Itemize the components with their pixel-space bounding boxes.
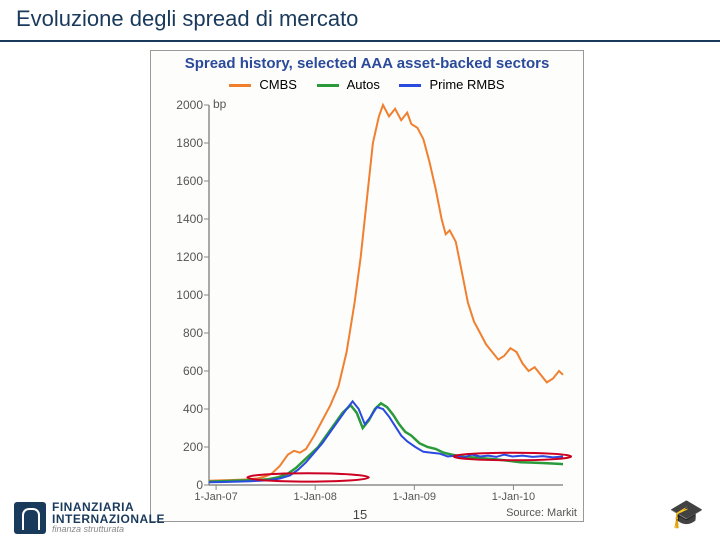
x-tick-label: 1-Jan-08	[293, 491, 336, 503]
legend-autos: Autos	[313, 77, 384, 92]
slide-title: Evoluzione degli spread di mercato	[16, 6, 358, 32]
logo-icon	[14, 502, 46, 534]
legend-prime-rmbs: Prime RMBS	[395, 77, 508, 92]
x-tick-label: 1-Jan-09	[393, 491, 436, 503]
chart-plot-area	[209, 105, 563, 485]
x-tick-label: 1-Jan-07	[194, 491, 237, 503]
y-tick-label: 1600	[169, 174, 203, 188]
y-tick-label: 2000	[169, 98, 203, 112]
chart-container: Spread history, selected AAA asset-backe…	[150, 50, 584, 522]
y-tick-label: 1200	[169, 250, 203, 264]
x-tick-label: 1-Jan-10	[492, 491, 535, 503]
y-tick-label: 1800	[169, 136, 203, 150]
chart-title: Spread history, selected AAA asset-backe…	[151, 55, 583, 72]
page-number: 15	[353, 507, 367, 522]
footer-logo: FINANZIARIA INTERNAZIONALE finanza strut…	[14, 501, 165, 534]
y-tick-label: 1400	[169, 212, 203, 226]
chart-svg	[209, 105, 563, 485]
y-tick-label: 200	[169, 440, 203, 454]
y-tick-label: 800	[169, 326, 203, 340]
logo-text: FINANZIARIA INTERNAZIONALE finanza strut…	[52, 501, 165, 534]
y-tick-label: 400	[169, 402, 203, 416]
legend-cmbs: CMBS	[225, 77, 301, 92]
chart-source: Source: Markit	[506, 507, 577, 519]
y-tick-label: 600	[169, 364, 203, 378]
gradcap-icon: 🎓	[669, 497, 704, 530]
title-underline	[0, 40, 720, 42]
y-tick-label: 1000	[169, 288, 203, 302]
y-tick-label: 0	[169, 478, 203, 492]
chart-legend: CMBS Autos Prime RMBS	[151, 77, 583, 92]
